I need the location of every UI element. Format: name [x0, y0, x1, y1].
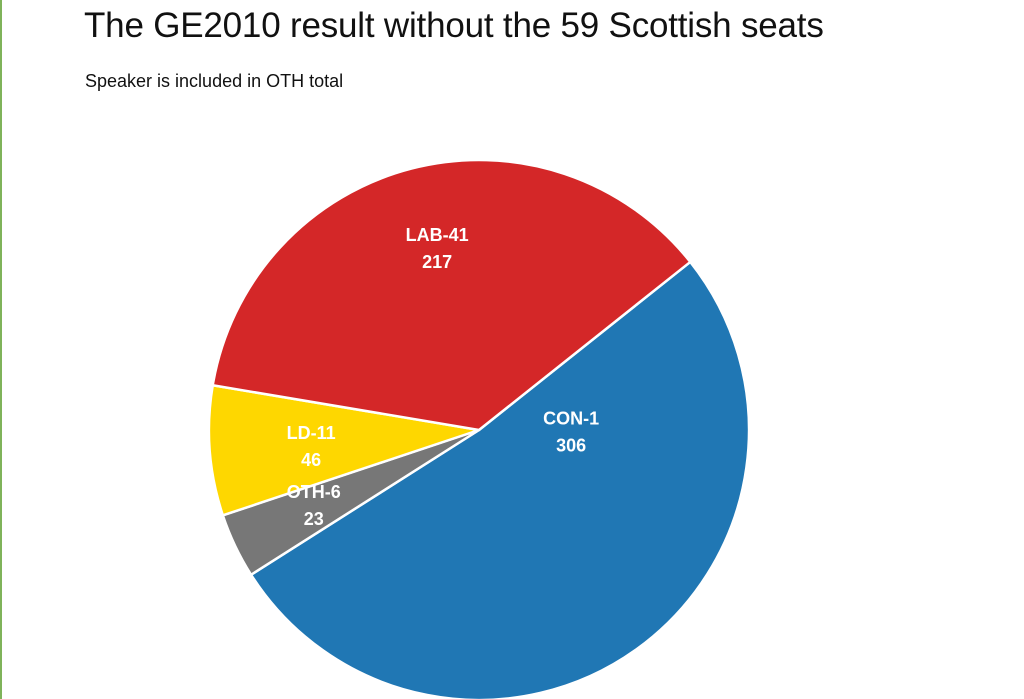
pie-slice-lab-41	[211, 158, 692, 432]
slice-label-ld-11: LD-11	[287, 423, 336, 443]
slice-label-oth-6: OTH-6	[287, 482, 341, 502]
slice-value-lab-41: 217	[422, 252, 452, 272]
slice-value-oth-6: 23	[304, 509, 324, 529]
slice-value-ld-11: 46	[301, 450, 321, 470]
slice-label-lab-41: LAB-41	[406, 225, 469, 245]
left-edge-rule	[0, 0, 2, 699]
slice-value-con-1: 306	[556, 435, 586, 455]
pie-labels: CON-1 306 OTH-6 23 LD-11 46 LAB-41 217	[287, 225, 600, 529]
pie-slice-ld-11	[207, 384, 481, 517]
pie-slice-con-1	[249, 260, 751, 699]
chart-subtitle: Speaker is included in OTH total	[85, 71, 344, 91]
chart-title: The GE2010 result without the 59 Scottis…	[84, 6, 824, 45]
pie-slices	[207, 158, 751, 699]
slice-label-con-1: CON-1	[543, 408, 599, 428]
